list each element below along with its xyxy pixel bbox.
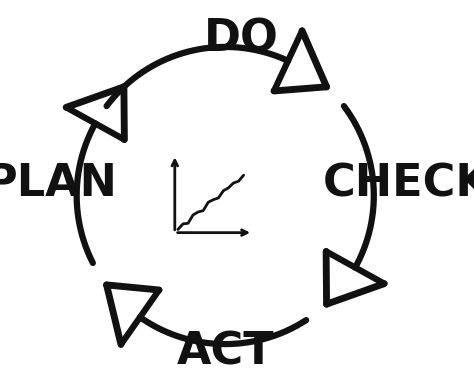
Text: DO: DO bbox=[203, 18, 278, 61]
Text: PLAN: PLAN bbox=[0, 162, 118, 205]
Text: ACT: ACT bbox=[176, 330, 274, 373]
Text: CHECK: CHECK bbox=[323, 162, 474, 205]
